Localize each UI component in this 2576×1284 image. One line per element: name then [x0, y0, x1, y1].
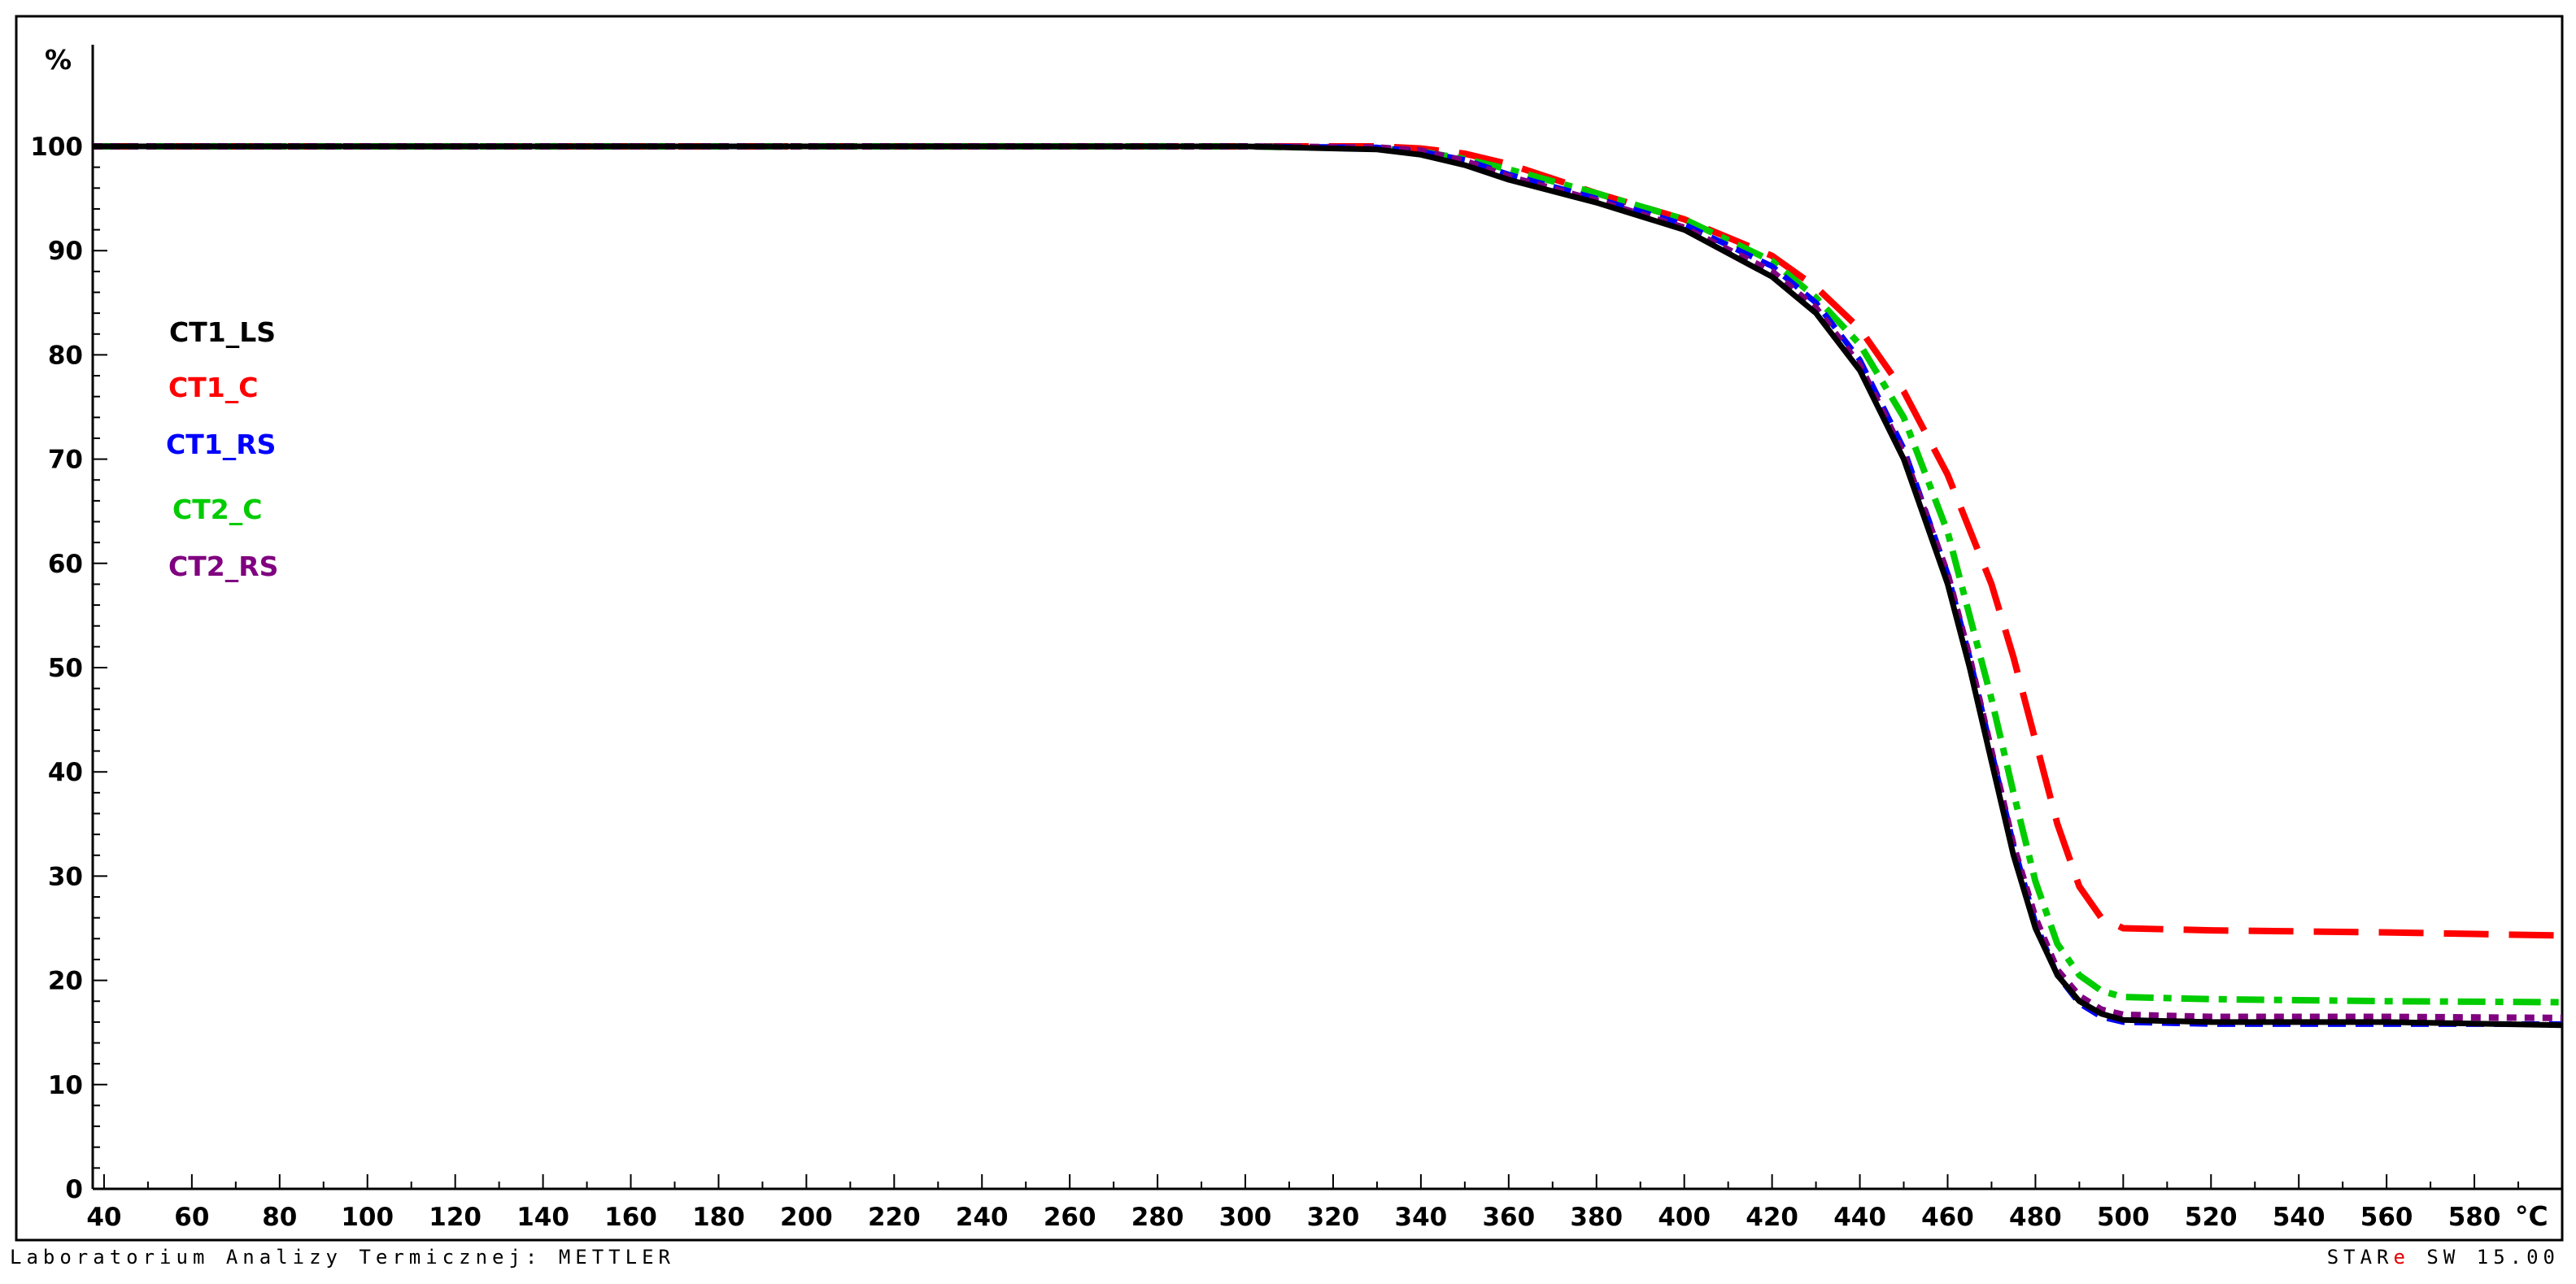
x-tick-label: 120	[429, 1203, 482, 1232]
y-tick-label: 70	[48, 446, 83, 475]
y-tick-label: 40	[48, 758, 83, 787]
x-tick-label: 240	[956, 1203, 1009, 1232]
series-line-ct1-c	[93, 143, 2563, 939]
x-tick-label: 200	[780, 1203, 833, 1232]
x-tick-label: 520	[2185, 1203, 2238, 1232]
y-tick-label: 30	[48, 862, 83, 891]
x-tick-label: 580	[2448, 1203, 2501, 1232]
x-tick-label: 300	[1219, 1203, 1272, 1232]
software-star-label: STAR	[2326, 1246, 2394, 1269]
y-tick-label: 90	[48, 237, 83, 266]
y-tick-label: 10	[48, 1071, 83, 1100]
y-tick-label: 100	[30, 133, 83, 162]
legend-entry-ct1-c: CT1_C	[168, 372, 258, 403]
x-tick-label: 500	[2097, 1203, 2150, 1232]
y-tick-label: 60	[48, 550, 83, 579]
series-line-ct2-rs	[93, 143, 2563, 1021]
software-star-mark: e	[2393, 1246, 2410, 1269]
y-axis-ticks: 0 10 20 30 40 50 60 70 80 90 100	[30, 133, 107, 1204]
software-version-label: SW 15.00	[2426, 1246, 2560, 1269]
x-tick-label: 60	[174, 1203, 209, 1232]
x-axis-unit-label: °C	[2515, 1200, 2548, 1232]
legend-entry-ct1-ls: CT1_LS	[169, 316, 276, 348]
x-tick-label: 180	[692, 1203, 745, 1232]
x-tick-label: 560	[2360, 1203, 2413, 1232]
x-tick-label: 220	[868, 1203, 921, 1232]
y-tick-label: 80	[48, 341, 83, 370]
series-line-ct2-c	[93, 143, 2563, 1006]
x-tick-label: 480	[2009, 1203, 2062, 1232]
y-tick-label: 50	[48, 654, 83, 683]
x-tick-label: 280	[1131, 1203, 1184, 1232]
series-line-ct1-rs	[93, 143, 2562, 1027]
x-tick-label: 80	[262, 1203, 297, 1232]
chart-frame	[15, 15, 2564, 1242]
x-tick-label: 140	[517, 1203, 569, 1232]
x-tick-label: 440	[1833, 1203, 1886, 1232]
x-tick-label: 420	[1746, 1203, 1798, 1232]
y-tick-label: 20	[48, 967, 83, 996]
x-tick-label: 380	[1570, 1203, 1623, 1232]
x-tick-label: 160	[604, 1203, 657, 1232]
series-line-ct1-ls	[93, 143, 2563, 1029]
lab-footer-label: Laboratorium Analizy Termicznej: METTLER	[10, 1246, 675, 1269]
x-tick-label: 100	[341, 1203, 394, 1232]
x-tick-label: 460	[1921, 1203, 1974, 1232]
software-footer-label: STARe SW 15.00	[2327, 1246, 2560, 1269]
x-tick-label: 400	[1658, 1203, 1711, 1232]
legend-entry-ct2-c: CT2_C	[172, 494, 262, 525]
x-axis-ticks: 40 60 80 100 120 140 160 180 200 220 240 260 280 300 3…	[86, 1174, 2563, 1232]
x-tick-label: 340	[1395, 1203, 1448, 1232]
y-axis-unit-label: %	[45, 44, 72, 76]
x-tick-label: 260	[1044, 1203, 1096, 1232]
x-tick-label: 360	[1482, 1203, 1535, 1232]
x-tick-label: 540	[2273, 1203, 2325, 1232]
legend: CT1_LS CT1_C CT1_RS CT2_C CT2_RS	[166, 316, 278, 582]
legend-entry-ct1-rs: CT1_RS	[166, 429, 276, 460]
legend-entry-ct2-rs: CT2_RS	[168, 551, 278, 582]
series-layer	[93, 143, 2563, 1029]
x-tick-label: 40	[86, 1203, 121, 1232]
y-tick-label: 0	[65, 1175, 83, 1204]
x-tick-label: 320	[1307, 1203, 1360, 1232]
